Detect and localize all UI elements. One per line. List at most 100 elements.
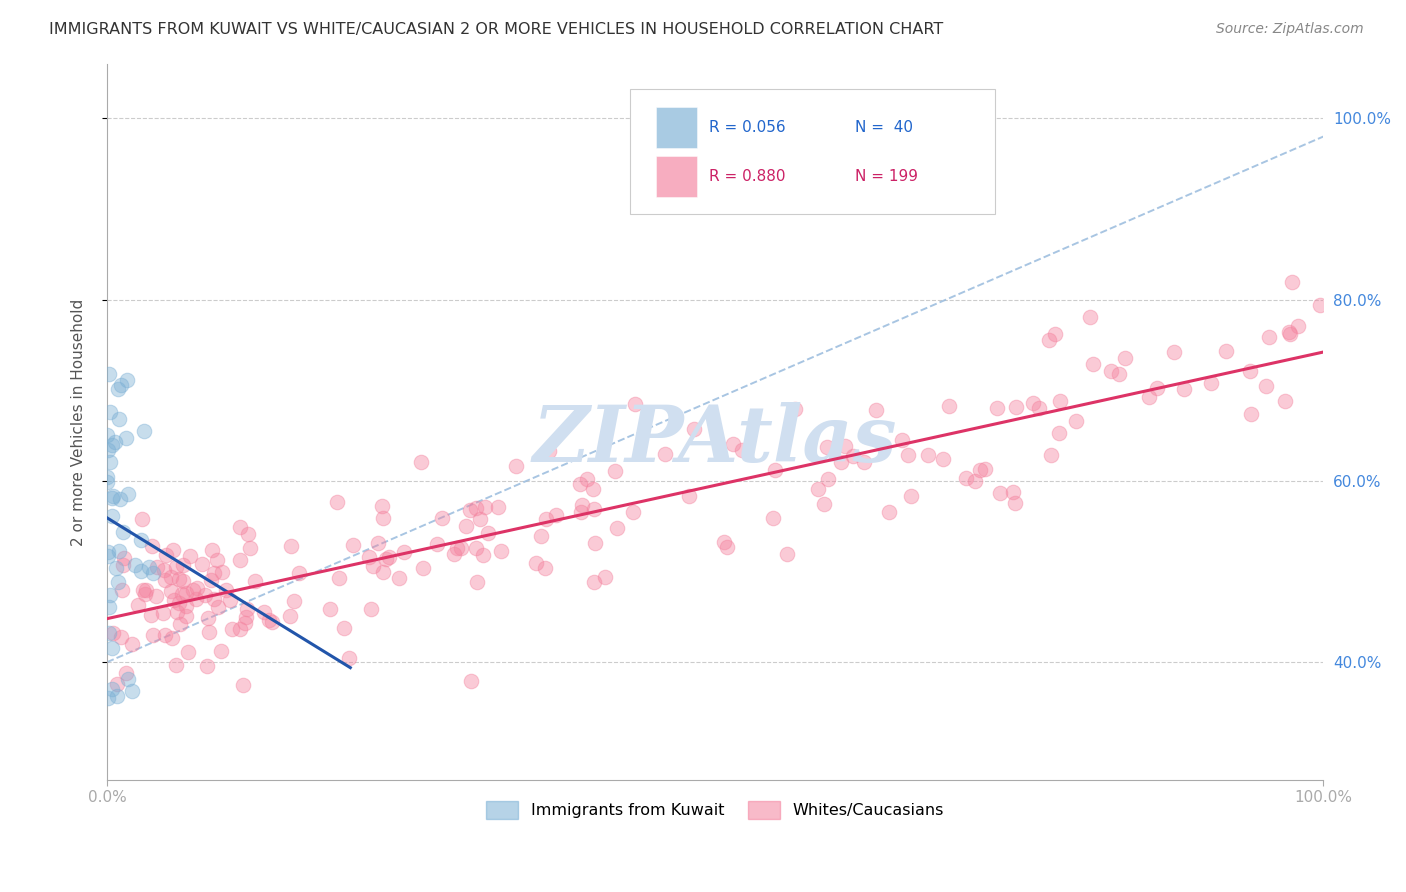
Point [328, 572, 350, 586]
Point [430, 511, 453, 525]
Point [219, 593, 242, 607]
Point [108, 491, 131, 506]
Point [375, 552, 398, 566]
Text: N =  40: N = 40 [855, 120, 912, 135]
Point [1239, 364, 1261, 378]
Point [1146, 381, 1168, 395]
Point [1278, 325, 1301, 339]
Point [1043, 327, 1066, 342]
Point [97, 691, 120, 706]
Point [443, 547, 465, 561]
Point [731, 442, 754, 457]
Point [409, 455, 432, 469]
Point [538, 444, 561, 458]
Point [1137, 390, 1160, 404]
Point [917, 449, 939, 463]
Point [107, 575, 129, 590]
Text: ZIPAtlas: ZIPAtlas [533, 401, 897, 478]
Point [170, 587, 193, 601]
Point [176, 585, 198, 599]
Point [121, 637, 143, 651]
Point [253, 605, 276, 619]
Point [963, 474, 986, 488]
Point [583, 502, 606, 516]
Point [115, 665, 138, 680]
Point [1004, 400, 1026, 414]
Point [155, 548, 177, 562]
Point [98, 367, 121, 381]
Point [1274, 393, 1296, 408]
Point [969, 463, 991, 477]
Point [785, 401, 807, 416]
Point [131, 512, 153, 526]
Point [152, 606, 174, 620]
Point [470, 512, 492, 526]
Point [105, 677, 128, 691]
Point [841, 449, 863, 463]
Point [458, 503, 481, 517]
Point [207, 600, 229, 615]
Point [166, 605, 188, 619]
Point [569, 505, 592, 519]
Text: N = 199: N = 199 [855, 169, 918, 184]
Point [209, 643, 232, 657]
Text: R = 0.056: R = 0.056 [709, 120, 786, 135]
FancyBboxPatch shape [655, 107, 697, 148]
Point [179, 549, 201, 563]
Point [571, 499, 593, 513]
Point [201, 542, 224, 557]
Point [115, 431, 138, 445]
Point [162, 542, 184, 557]
Point [394, 545, 416, 559]
Point [132, 424, 155, 438]
Point [465, 575, 488, 590]
Point [830, 454, 852, 468]
Point [221, 622, 243, 636]
Point [124, 558, 146, 573]
Point [197, 611, 219, 625]
Point [105, 689, 128, 703]
Point [955, 471, 977, 485]
Point [214, 582, 236, 597]
Point [763, 462, 786, 476]
Point [195, 659, 218, 673]
Point [202, 592, 225, 607]
Point [278, 608, 301, 623]
Point [582, 482, 605, 496]
Point [1163, 344, 1185, 359]
Point [107, 382, 129, 396]
Point [489, 544, 512, 558]
Point [986, 401, 1008, 416]
Point [713, 534, 735, 549]
Point [583, 574, 606, 589]
Point [117, 672, 139, 686]
Point [112, 550, 135, 565]
Point [129, 533, 152, 547]
Point [153, 563, 176, 577]
Point [1256, 378, 1278, 392]
Point [236, 527, 259, 541]
Legend: Immigrants from Kuwait, Whites/Caucasians: Immigrants from Kuwait, Whites/Caucasian… [479, 795, 950, 826]
Point [169, 616, 191, 631]
Point [654, 447, 676, 461]
Point [167, 572, 190, 586]
Point [505, 459, 527, 474]
Point [1064, 414, 1087, 428]
Point [177, 645, 200, 659]
Point [762, 511, 785, 525]
Point [96, 428, 118, 442]
Point [807, 482, 830, 496]
Point [446, 541, 468, 556]
Point [326, 495, 349, 509]
Point [1201, 376, 1223, 390]
Point [865, 402, 887, 417]
Y-axis label: 2 or more Vehicles in Household: 2 or more Vehicles in Household [72, 299, 86, 546]
Point [534, 560, 557, 574]
Point [121, 684, 143, 698]
Point [1021, 396, 1043, 410]
Point [194, 588, 217, 602]
Point [155, 574, 177, 588]
Point [160, 631, 183, 645]
Point [716, 540, 738, 554]
Point [280, 539, 302, 553]
